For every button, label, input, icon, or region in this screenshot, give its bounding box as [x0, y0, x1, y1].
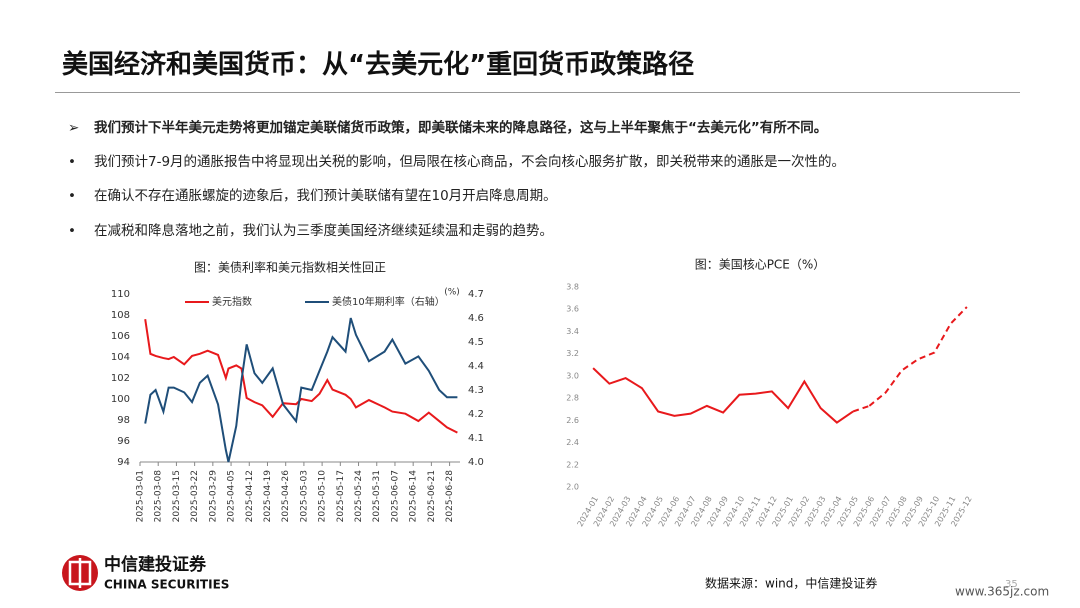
- series-connector: [852, 404, 870, 413]
- x-tick-label: 2025-03-15: [172, 470, 182, 522]
- y-tick-label: 108: [111, 310, 130, 321]
- y-tick-label: 3.6: [566, 305, 579, 314]
- page-number: 35: [1005, 579, 1018, 590]
- y2-tick-label: 4.2: [468, 409, 484, 420]
- x-tick-label: 2025-04-26: [281, 470, 291, 523]
- bullet-text: 我们预计7-9月的通胀报告中将显现出关税的影响，但局限在核心商品，不会向核心服务…: [94, 154, 846, 170]
- y-tick-label: 94: [117, 457, 130, 468]
- y-tick-label: 2.4: [566, 438, 579, 447]
- x-tick-label: 2025-03-01: [136, 470, 146, 522]
- x-tick-label: 2025-06-21: [427, 470, 437, 522]
- x-tick-label: 2025-05-31: [372, 470, 382, 522]
- title-rule: [55, 92, 1020, 93]
- y2-tick-label: 4.7: [468, 289, 484, 300]
- y-tick-label: 102: [111, 373, 130, 384]
- legend-label: 美元指数: [212, 295, 252, 308]
- y-tick-label: 3.4: [566, 327, 579, 336]
- y-tick-label: 2.6: [566, 416, 579, 425]
- series-line: [144, 319, 458, 434]
- y-tick-label: 98: [117, 415, 130, 426]
- x-tick-label: 2025-05-17: [336, 470, 346, 522]
- y-tick-label: 100: [111, 394, 130, 405]
- logo-icon: [62, 555, 98, 591]
- x-tick-label: 2025-04-05: [227, 470, 237, 522]
- y2-tick-label: 4.6: [468, 313, 484, 324]
- legend-label: 美债10年期利率（右轴）: [332, 295, 445, 308]
- y2-tick-label: 4.3: [468, 385, 484, 396]
- logo-text: 中信建投证券: [104, 554, 207, 575]
- bullet: • 在减税和降息落地之前，我们认为三季度美国经济继续延续温和走弱的趋势。: [68, 223, 553, 239]
- x-tick-label: 2025-03-29: [208, 470, 218, 523]
- x-tick-label: 2025-04-12: [245, 470, 255, 522]
- y2-tick-label: 4.5: [468, 337, 484, 348]
- y2-tick-label: 4.1: [468, 433, 484, 444]
- slide-title: 美国经济和美国货币：从“去美元化”重回货币政策路径: [62, 50, 695, 80]
- y-tick-label: 3.8: [566, 283, 579, 292]
- y-tick-label: 2.0: [566, 483, 579, 492]
- x-tick-label: 2025-06-07: [390, 470, 400, 522]
- x-tick-label: 2025-05-10: [318, 470, 328, 523]
- bullet: ➢ 我们预计下半年美元走势将更加锚定美联储货币政策，即美联储未来的降息路径，这与上…: [68, 120, 828, 136]
- y2-tick-label: 4.4: [468, 361, 484, 372]
- x-tick-label: 2025-05-03: [299, 470, 309, 522]
- x-tick-label: 2025-05-24: [354, 470, 364, 523]
- y-tick-label: 106: [111, 331, 130, 342]
- y-tick-label: 2.2: [566, 460, 579, 469]
- watermark: www.365jz.com: [955, 585, 1049, 599]
- bullet-text: 在确认不存在通胀螺旋的迹象后，我们预计美联储有望在10月开启降息周期。: [94, 188, 557, 204]
- bullet-text: 我们预计下半年美元走势将更加锚定美联储货币政策，即美联储未来的降息路径，这与上半…: [94, 120, 828, 136]
- chart-title: 图：美债利率和美元指数相关性回正: [194, 260, 386, 275]
- y-tick-label: 104: [111, 352, 130, 363]
- y-tick-label: 110: [111, 289, 130, 300]
- y2-unit: (%): [444, 288, 460, 298]
- logo-text-en: CHINA SECURITIES: [104, 578, 229, 592]
- y-tick-label: 96: [117, 436, 130, 447]
- x-tick-label: 2025-03-08: [154, 470, 164, 523]
- bullet-text: 在减税和降息落地之前，我们认为三季度美国经济继续延续温和走弱的趋势。: [94, 223, 553, 239]
- x-tick-label: 2025-04-19: [263, 470, 273, 523]
- series-line: [592, 367, 854, 424]
- source: 数据来源：wind，中信建投证券: [705, 576, 877, 591]
- series-line: [868, 306, 968, 407]
- chart-title: 图：美国核心PCE（%）: [695, 258, 826, 272]
- bullet: • 我们预计7-9月的通胀报告中将显现出关税的影响，但局限在核心商品，不会向核心服…: [68, 154, 846, 170]
- y-tick-label: 3.0: [566, 371, 579, 380]
- x-tick-label: 2025-06-28: [445, 470, 455, 523]
- bullet: • 在确认不存在通胀螺旋的迹象后，我们预计美联储有望在10月开启降息周期。: [68, 188, 557, 204]
- x-tick-label: 2025-06-14: [409, 470, 419, 523]
- y-tick-label: 3.2: [566, 349, 579, 358]
- y-tick-label: 2.8: [566, 394, 579, 403]
- y2-tick-label: 4.0: [468, 457, 484, 468]
- series-line: [144, 317, 458, 463]
- x-tick-label: 2025-03-22: [190, 470, 200, 522]
